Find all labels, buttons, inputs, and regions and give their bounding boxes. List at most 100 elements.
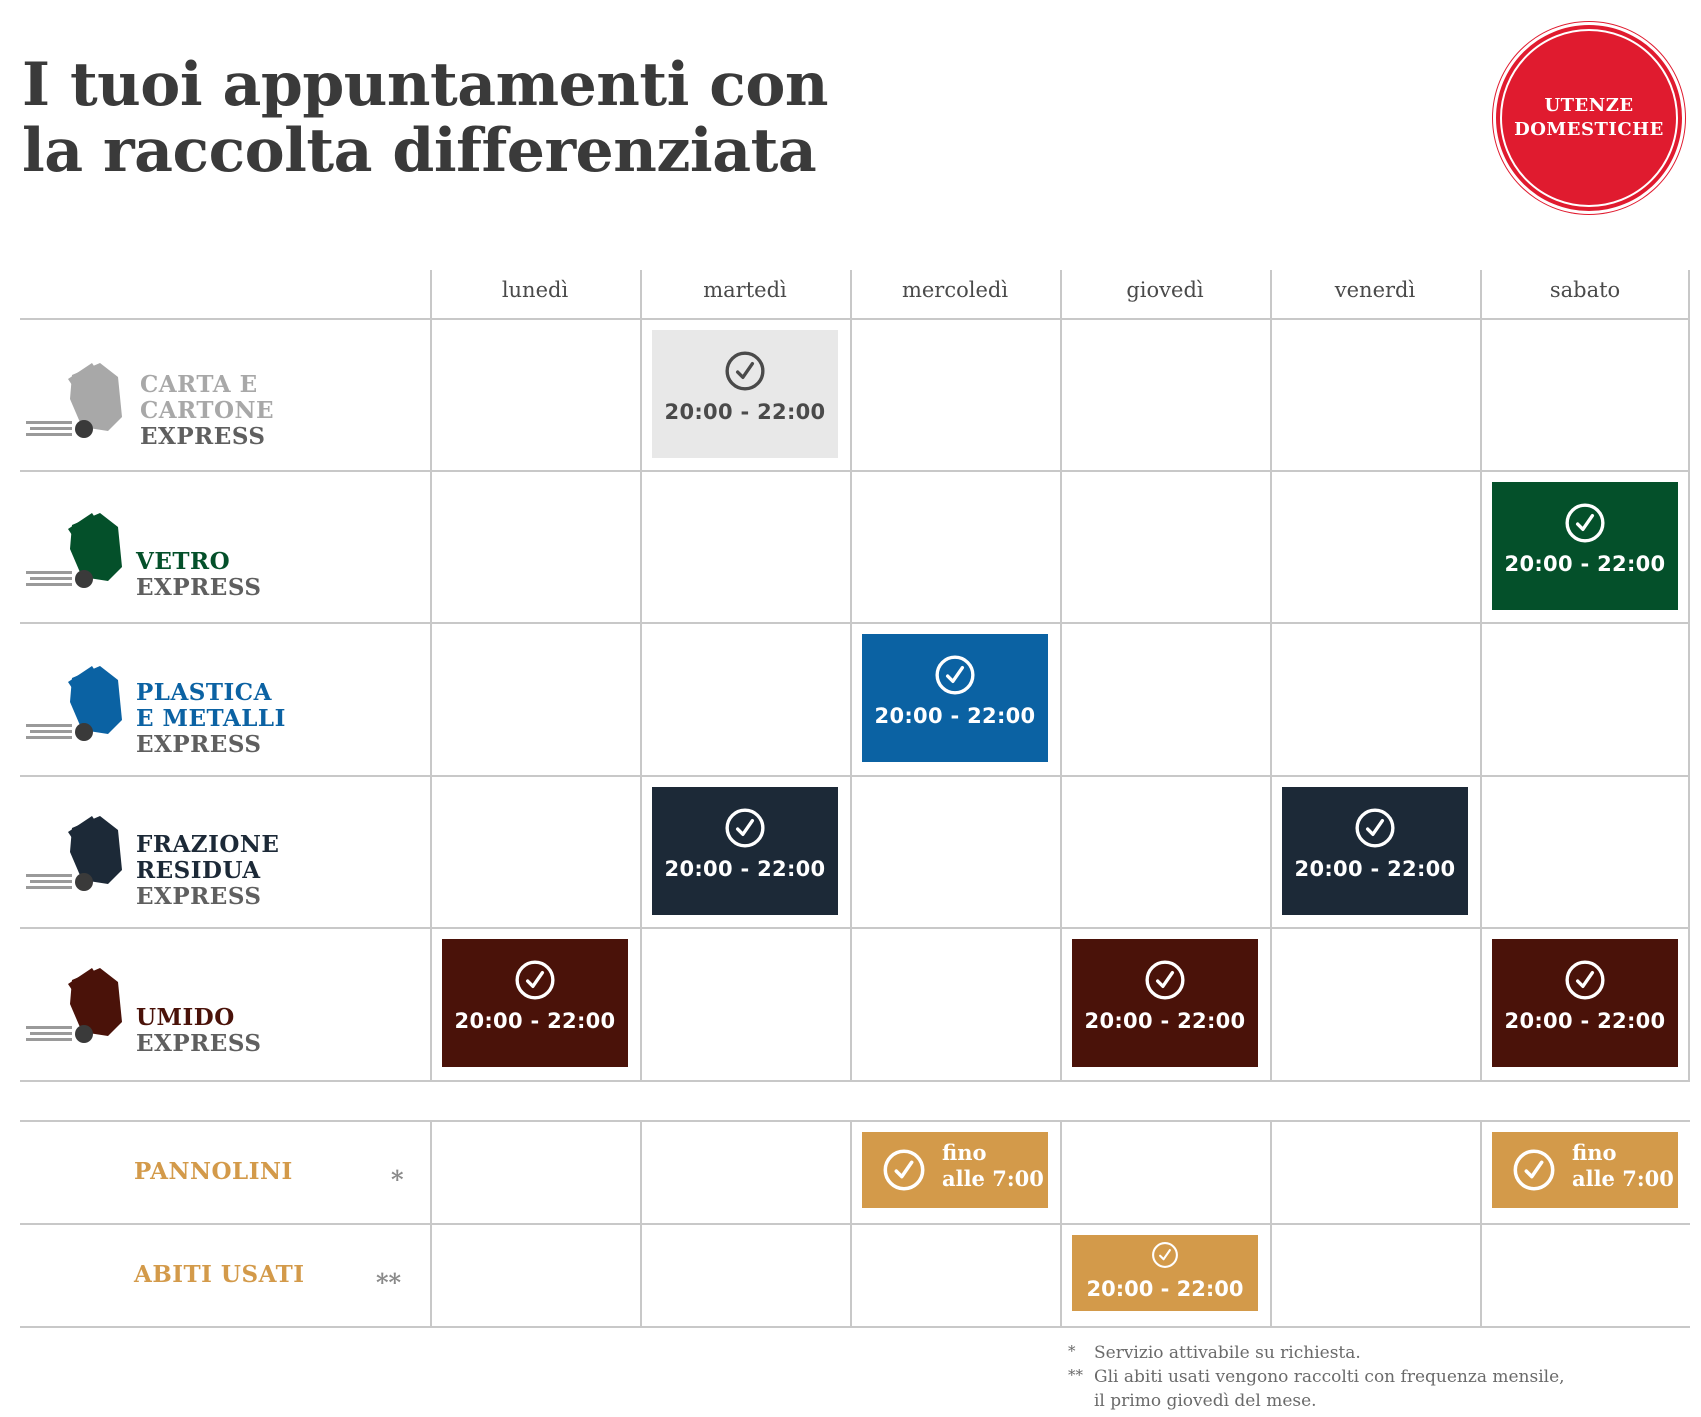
category-name-0-line2: CARTONE — [140, 397, 275, 424]
slot-time: 20:00 - 22:00 — [664, 857, 826, 881]
category-express-1: EXPRESS — [136, 574, 262, 601]
category-label-4: UMIDO EXPRESS — [136, 1005, 262, 1057]
check-clock-icon — [725, 808, 765, 848]
category-express-0: EXPRESS — [140, 423, 266, 450]
grid-row-line — [20, 1080, 1690, 1082]
grid-row-line — [20, 318, 1690, 320]
pannolini-slot: fino alle 7:00 — [1492, 1132, 1678, 1208]
plastic-bin-icon — [26, 666, 122, 741]
badge-line-2: DOMESTICHE — [1514, 119, 1664, 140]
collection-slot: 20:00 - 22:00 — [1492, 939, 1678, 1067]
collection-slot: 20:00 - 22:00 — [1492, 482, 1678, 610]
abiti-usati-label: ABITI USATI — [134, 1261, 305, 1288]
day-header-5: sabato — [1549, 278, 1621, 302]
collection-slot: 20:00 - 22:00 — [1282, 787, 1468, 915]
slot-time: 20:00 - 22:00 — [454, 1009, 616, 1033]
grid-row-line — [20, 470, 1690, 472]
category-name-1: VETRO — [136, 548, 231, 575]
collection-slot: 20:00 - 22:00 — [442, 939, 628, 1067]
pannolini-slot: fino alle 7:00 — [862, 1132, 1048, 1208]
category-label-1: VETRO EXPRESS — [136, 549, 262, 601]
check-clock-icon — [1152, 1242, 1178, 1268]
check-clock-icon — [1565, 960, 1605, 1000]
abiti-usati-asterisks: ** — [376, 1268, 402, 1297]
pannolini-time-line2: alle 7:00 — [942, 1166, 1044, 1191]
day-header-0: lunedì — [501, 278, 569, 302]
check-clock-icon — [1145, 960, 1185, 1000]
category-name-3-line2: RESIDUA — [136, 857, 261, 884]
check-clock-icon — [1513, 1149, 1555, 1191]
category-name-0: CARTA E — [140, 371, 258, 398]
grid-col-line — [850, 270, 852, 1080]
pannolini-time-line1: fino — [942, 1140, 987, 1165]
grid-col-line — [1060, 270, 1062, 1080]
category-label-0: CARTA E CARTONE EXPRESS — [140, 372, 274, 450]
title-line-2: la raccolta differenziata — [22, 116, 817, 186]
slot-time: 20:00 - 22:00 — [664, 400, 826, 424]
collection-slot: 20:00 - 22:00 — [652, 787, 838, 915]
abiti-usati-time: 20:00 - 22:00 — [1086, 1277, 1244, 1301]
grid-col-line — [1270, 270, 1272, 1080]
slot-time: 20:00 - 22:00 — [1084, 1009, 1246, 1033]
check-clock-icon — [883, 1149, 925, 1191]
grid-row-line — [20, 1120, 1690, 1122]
category-name-3: FRAZIONE — [136, 831, 280, 858]
check-clock-icon — [725, 351, 765, 391]
collection-slot: 20:00 - 22:00 — [862, 634, 1048, 762]
collection-slot: 20:00 - 22:00 — [652, 330, 838, 458]
grid-row-line — [20, 622, 1690, 624]
grid-col-line — [430, 270, 432, 1080]
footnote-1: * Servizio attivabile su richiesta. — [1068, 1341, 1565, 1365]
category-express-3: EXPRESS — [136, 883, 262, 910]
day-header-4: venerdì — [1334, 278, 1416, 302]
residual-bin-icon — [26, 816, 122, 891]
check-clock-icon — [1565, 503, 1605, 543]
abiti-usati-slot: 20:00 - 22:00 — [1072, 1235, 1258, 1311]
pannolini-time: fino alle 7:00 — [1572, 1140, 1674, 1192]
category-label-2: PLASTICA E METALLI EXPRESS — [136, 680, 286, 758]
slot-time: 20:00 - 22:00 — [1504, 552, 1666, 576]
footnote-2-text-b: il primo giovedì del mese. — [1094, 1391, 1317, 1411]
glass-bin-icon — [26, 513, 122, 588]
grid-col-line — [1688, 270, 1690, 1080]
grid-col-line — [1480, 270, 1482, 1080]
organic-bin-icon — [26, 968, 122, 1043]
page-title: I tuoi appuntamenti con la raccolta diff… — [22, 52, 828, 184]
category-name-4: UMIDO — [136, 1004, 235, 1031]
footnote-2-text-a: Gli abiti usati vengono raccolti con fre… — [1094, 1367, 1565, 1387]
footnote-2: ** Gli abiti usati vengono raccolti con … — [1068, 1365, 1565, 1389]
footnote-1-text: Servizio attivabile su richiesta. — [1094, 1343, 1361, 1363]
grid-row-line — [20, 1326, 1690, 1328]
slot-time: 20:00 - 22:00 — [874, 704, 1036, 728]
day-header-2: mercoledì — [901, 278, 1009, 302]
category-express-4: EXPRESS — [136, 1030, 262, 1057]
category-name-2-line2: E METALLI — [136, 705, 286, 732]
category-label-3: FRAZIONE RESIDUA EXPRESS — [136, 832, 279, 910]
check-clock-icon — [935, 655, 975, 695]
pannolini-time-line1: fino — [1572, 1140, 1617, 1165]
pannolini-asterisk: * — [391, 1165, 404, 1194]
category-express-2: EXPRESS — [136, 731, 262, 758]
footnote-1-symbol: * — [1068, 1342, 1076, 1360]
pannolini-time: fino alle 7:00 — [942, 1140, 1044, 1192]
grid-col-line — [640, 270, 642, 1080]
category-name-2: PLASTICA — [136, 679, 272, 706]
day-header-3: giovedì — [1126, 278, 1204, 302]
collection-slot: 20:00 - 22:00 — [1072, 939, 1258, 1067]
footnote-2-symbol: ** — [1068, 1366, 1083, 1384]
check-clock-icon — [515, 960, 555, 1000]
footnote-3: il primo giovedì del mese. — [1068, 1389, 1565, 1413]
badge-line-1: UTENZE — [1544, 95, 1634, 116]
paper-bin-icon — [26, 363, 122, 438]
utenze-domestiche-badge: UTENZE DOMESTICHE — [1493, 22, 1685, 214]
slot-time: 20:00 - 22:00 — [1294, 857, 1456, 881]
day-header-1: martedì — [703, 278, 787, 302]
grid-row-line — [20, 927, 1690, 929]
grid-row-line — [20, 1223, 1690, 1225]
check-clock-icon — [1355, 808, 1395, 848]
slot-time: 20:00 - 22:00 — [1504, 1009, 1666, 1033]
pannolini-label: PANNOLINI — [134, 1158, 293, 1185]
grid-row-line — [20, 775, 1690, 777]
badge-ring — [1500, 29, 1678, 207]
title-line-1: I tuoi appuntamenti con — [22, 50, 828, 120]
